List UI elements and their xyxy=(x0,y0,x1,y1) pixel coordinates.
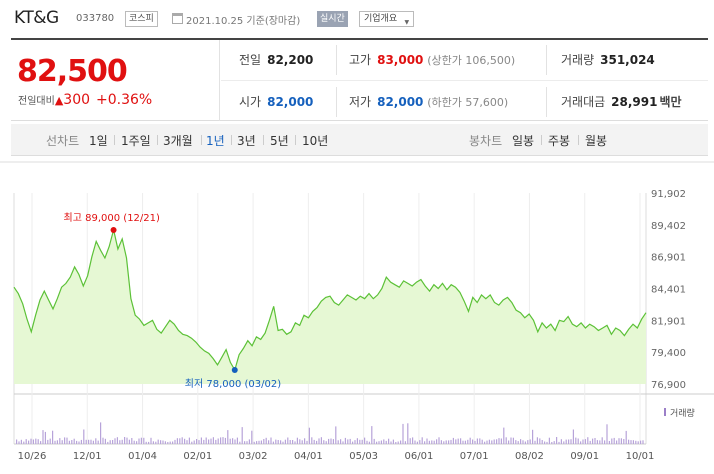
x-tick-label: 03/02 xyxy=(239,451,268,462)
tab-10-years[interactable]: 10년 xyxy=(302,134,329,148)
candle-chart-label: 봉차트 xyxy=(469,134,503,148)
max-label: 최고 89,000 (12/21) xyxy=(64,212,160,224)
low-cell: 저가 82,000 (하한가 57,600) xyxy=(349,82,508,122)
tab-3-months[interactable]: 3개월 xyxy=(163,134,193,148)
price-chart[interactable]: 91,902 89,402 86,901 84,401 81,901 79,400 76,9… xyxy=(0,160,714,474)
page-header: KT&G 033780 코스피 2021.10.25 기준(장마감) 실시간 기… xyxy=(0,0,714,36)
x-tick-label: 06/01 xyxy=(404,451,433,462)
volume-label: 거래량 xyxy=(561,53,595,67)
y-tick-label: 76,900 xyxy=(651,380,686,391)
current-price: 82,500 xyxy=(17,54,128,89)
tab-5-years[interactable]: 5년 xyxy=(270,134,289,148)
prev-close-value: 82,200 xyxy=(267,53,314,67)
x-tick-label: 02/01 xyxy=(183,451,212,462)
y-tick-label: 81,901 xyxy=(651,316,686,327)
x-tick-label: 08/02 xyxy=(515,451,544,462)
volume-legend-label: 거래량 xyxy=(670,407,695,419)
open-label: 시가 xyxy=(239,95,262,109)
trade-value-label: 거래대금 xyxy=(561,95,606,109)
market-badge: 코스피 xyxy=(125,11,158,27)
change-percent: +0.36% xyxy=(96,92,153,108)
y-tick-label: 86,901 xyxy=(651,253,686,264)
change-amount: 300 xyxy=(63,92,91,108)
trade-value-unit: 백만 xyxy=(659,95,682,109)
max-point xyxy=(110,226,117,233)
calendar-icon xyxy=(172,13,183,24)
open-value: 82,000 xyxy=(267,95,314,109)
quote-summary: 82,500 전일대비▲300 +0.36% 전일 82,200 고가 83,000 … xyxy=(11,38,708,121)
x-tick-label: 10/01 xyxy=(626,451,655,462)
tab-3-years[interactable]: 3년 xyxy=(237,134,256,148)
x-tick-label: 05/03 xyxy=(349,451,378,462)
x-tick-label: 12/01 xyxy=(73,451,102,462)
x-tick-label: 07/01 xyxy=(460,451,489,462)
prev-close-cell: 전일 82,200 xyxy=(239,40,313,80)
tab-monthly-candle[interactable]: 월봉 xyxy=(585,134,608,148)
high-label: 고가 xyxy=(349,53,372,67)
tab-1-year[interactable]: 1년 xyxy=(206,134,225,148)
chevron-down-icon: ▼ xyxy=(404,19,410,26)
y-tick-label: 89,402 xyxy=(651,221,686,232)
ticker-code: 033780 xyxy=(76,13,115,24)
as-of-date: 2021.10.25 기준(장마감) xyxy=(186,16,301,27)
company-name: KT&G xyxy=(14,8,59,28)
volume-value: 351,024 xyxy=(600,53,655,67)
upper-limit: (상한가 106,500) xyxy=(427,54,516,67)
current-price-panel: 82,500 전일대비▲300 +0.36% xyxy=(11,40,220,121)
y-tick-label: 84,401 xyxy=(651,285,686,296)
min-point xyxy=(231,366,238,373)
high-cell: 고가 83,000 (상한가 106,500) xyxy=(349,40,515,80)
company-info-select[interactable]: 기업개요 ▼ xyxy=(359,11,415,27)
volume-bars xyxy=(16,422,644,444)
line-chart-label: 선차트 xyxy=(46,134,80,148)
x-tick-label: 09/01 xyxy=(570,451,599,462)
low-value: 82,000 xyxy=(377,95,424,109)
tab-daily-candle[interactable]: 일봉 xyxy=(512,134,535,148)
y-tick-label: 91,902 xyxy=(651,189,686,200)
tab-1-day[interactable]: 1일 xyxy=(89,134,108,148)
chart-tab-bar: 선차트 1일 1주일 3개월 1년 3년 5년 10년 봉차트 일봉 주봉 월봉 xyxy=(11,124,708,156)
low-label: 저가 xyxy=(349,95,372,109)
trade-value-value: 28,991 xyxy=(611,95,658,109)
y-tick-label: 79,400 xyxy=(651,348,686,359)
x-tick-label: 04/01 xyxy=(294,451,323,462)
trade-value-cell: 거래대금 28,991 백만 xyxy=(561,82,682,122)
x-tick-label: 10/26 xyxy=(18,451,47,462)
min-label: 최저 78,000 (03/02) xyxy=(185,378,281,390)
price-line xyxy=(13,229,647,372)
price-change: 전일대비▲300 +0.36% xyxy=(18,92,152,108)
high-value: 83,000 xyxy=(377,53,424,67)
change-label: 전일대비 xyxy=(18,96,55,107)
tab-1-week[interactable]: 1주일 xyxy=(121,134,151,148)
up-triangle-icon: ▲ xyxy=(54,94,64,107)
volume-legend-swatch xyxy=(664,408,666,416)
company-info-select-label: 기업개요 xyxy=(364,14,398,24)
realtime-button[interactable]: 실시간 xyxy=(317,11,348,27)
lower-limit: (하한가 57,600) xyxy=(427,96,509,109)
open-cell: 시가 82,000 xyxy=(239,82,313,122)
volume-cell: 거래량 351,024 xyxy=(561,40,655,80)
prev-close-label: 전일 xyxy=(239,53,262,67)
price-area xyxy=(14,229,646,384)
tab-weekly-candle[interactable]: 주봉 xyxy=(548,134,571,148)
x-tick-label: 01/04 xyxy=(128,451,157,462)
